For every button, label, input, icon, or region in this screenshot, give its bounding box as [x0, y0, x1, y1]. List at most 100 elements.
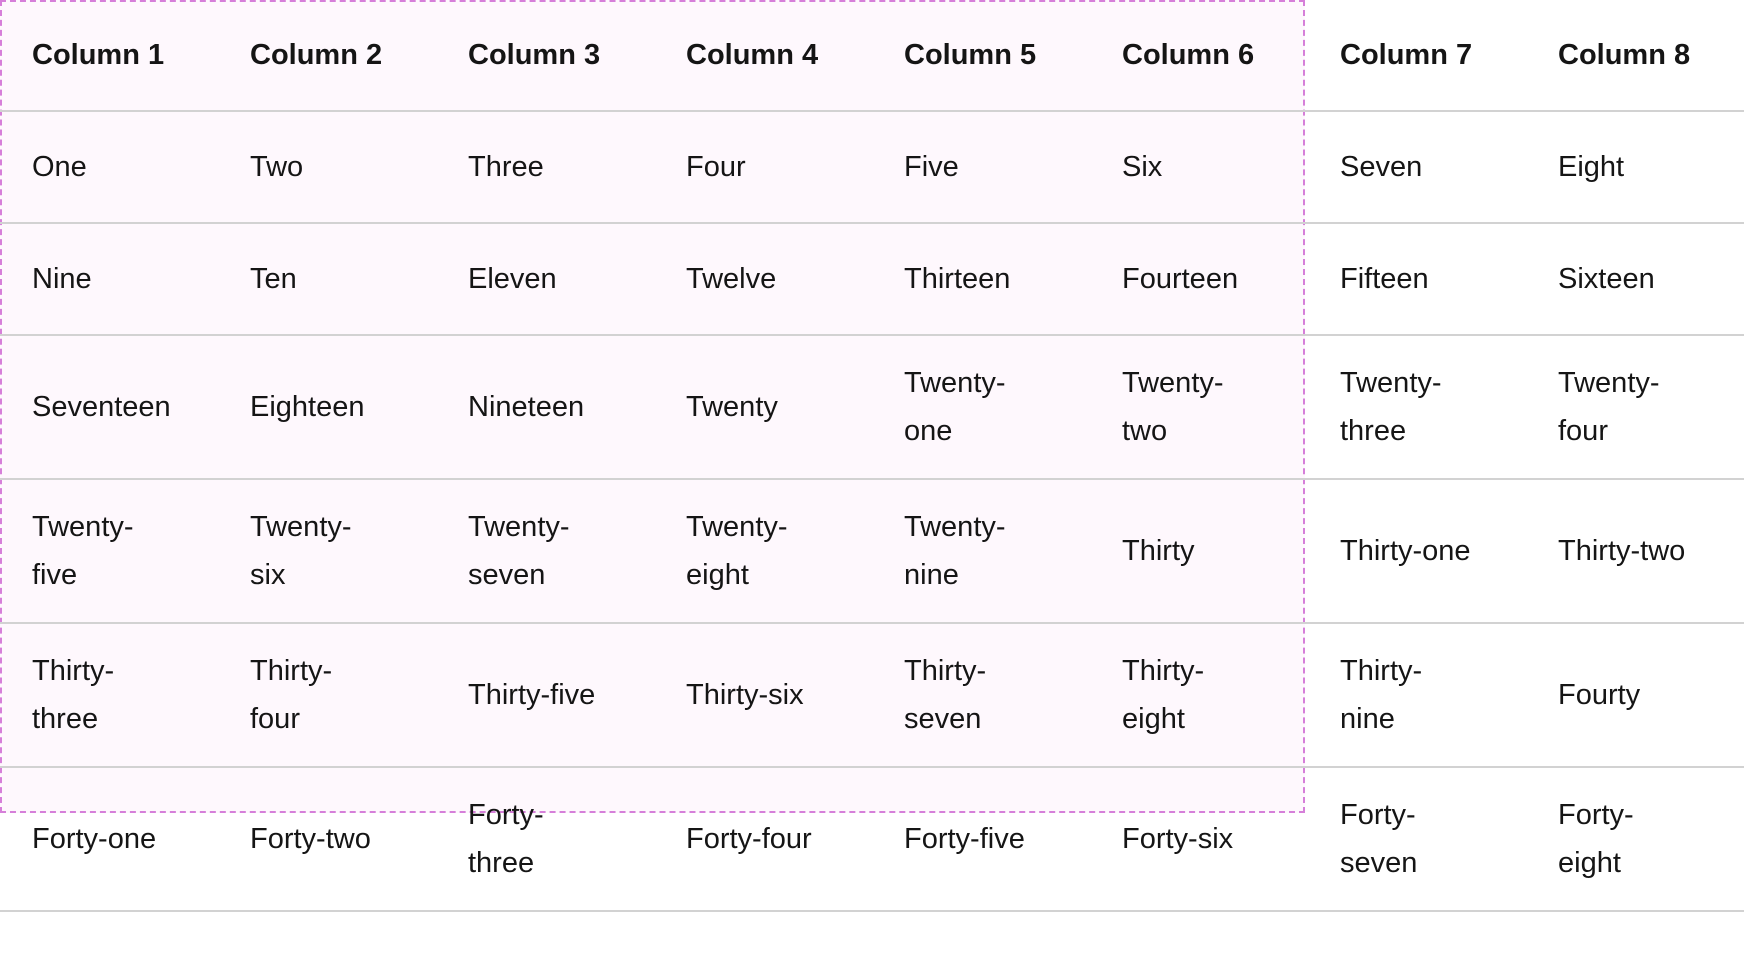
- table-cell: Forty-six: [1090, 767, 1308, 912]
- cell-text: Sixteen: [1558, 263, 1655, 295]
- column-header-7[interactable]: Column 7: [1308, 0, 1526, 112]
- cell-text: Forty-two: [250, 823, 371, 855]
- table-cell: One: [0, 111, 218, 224]
- table-cell: Five: [872, 111, 1090, 224]
- table-cell: Eleven: [436, 223, 654, 336]
- cell-text: Twenty: [686, 391, 778, 423]
- table-cell: Ten: [218, 223, 436, 336]
- table-cell: Eighteen: [218, 335, 436, 480]
- cell-text: Six: [1122, 151, 1163, 183]
- table-cell: Forty-one: [0, 767, 218, 912]
- table-cell: Thirty-one: [1308, 479, 1526, 624]
- column-header-1[interactable]: Column 1: [0, 0, 218, 112]
- column-header-3[interactable]: Column 3: [436, 0, 654, 112]
- table-cell: Thirty-three: [0, 623, 218, 768]
- table-row: Seventeen Eighteen Nineteen Twenty Twenty-on…: [0, 335, 1744, 480]
- table-cell: Twenty-nine: [872, 479, 1090, 624]
- table-cell: Thirty-five: [436, 623, 654, 768]
- table-cell: Thirty-two: [1526, 479, 1744, 624]
- data-table: Column 1 Column 2 Column 3 Column 4 Column 5…: [0, 0, 1744, 912]
- table-row: Forty-one Forty-two Forty-three Forty-four F…: [0, 767, 1744, 912]
- table-cell: Twenty-four: [1526, 335, 1744, 480]
- cell-text: Twenty-eight: [686, 511, 788, 591]
- cell-text: Thirteen: [904, 263, 1011, 295]
- table-cell: Thirty-eight: [1090, 623, 1308, 768]
- cell-text: Ten: [250, 263, 297, 295]
- table-cell: Twenty-one: [872, 335, 1090, 480]
- table-cell: Twelve: [654, 223, 872, 336]
- cell-text: Twenty-seven: [468, 511, 570, 591]
- table-cell: Fourty: [1526, 623, 1744, 768]
- cell-text: Forty-four: [686, 823, 812, 855]
- header-row: Column 1 Column 2 Column 3 Column 4 Column 5…: [0, 0, 1744, 112]
- table-cell: Thirteen: [872, 223, 1090, 336]
- cell-text: Thirty-one: [1340, 535, 1471, 567]
- column-header-8[interactable]: Column 8: [1526, 0, 1744, 112]
- table-row: Twenty-five Twenty-six Twenty-seven Twenty-…: [0, 479, 1744, 624]
- table-cell: Nineteen: [436, 335, 654, 480]
- cell-text: Forty-three: [468, 799, 544, 879]
- cell-text: Thirty-two: [1558, 535, 1686, 567]
- table-cell: Twenty: [654, 335, 872, 480]
- table-row: Thirty-three Thirty-four Thirty-five Thirty…: [0, 623, 1744, 768]
- cell-text: Thirty-nine: [1340, 655, 1423, 735]
- cell-text: Twenty-three: [1340, 367, 1442, 447]
- column-header-2[interactable]: Column 2: [218, 0, 436, 112]
- table-cell: Seven: [1308, 111, 1526, 224]
- table-cell: Seventeen: [0, 335, 218, 480]
- cell-text: Eighteen: [250, 391, 365, 423]
- cell-text: Thirty-six: [686, 679, 804, 711]
- table-row: One Two Three Four Five Six Seven Eight: [0, 111, 1744, 224]
- table-cell: Twenty-seven: [436, 479, 654, 624]
- table-cell: Nine: [0, 223, 218, 336]
- table-cell: Sixteen: [1526, 223, 1744, 336]
- table-row: Nine Ten Eleven Twelve Thirteen Fourteen Fifte…: [0, 223, 1744, 336]
- table-cell: Twenty-six: [218, 479, 436, 624]
- table-cell: Thirty-nine: [1308, 623, 1526, 768]
- cell-text: Twenty-four: [1558, 367, 1660, 447]
- table-cell: Thirty-six: [654, 623, 872, 768]
- cell-text: Twenty-two: [1122, 367, 1224, 447]
- table-cell: Forty-three: [436, 767, 654, 912]
- table-cell: Twenty-five: [0, 479, 218, 624]
- table-cell: Thirty: [1090, 479, 1308, 624]
- table-cell: Twenty-three: [1308, 335, 1526, 480]
- cell-text: Seventeen: [32, 391, 171, 423]
- cell-text: Two: [250, 151, 304, 183]
- table-cell: Forty-eight: [1526, 767, 1744, 912]
- cell-text: Thirty-five: [468, 679, 596, 711]
- cell-text: Forty-six: [1122, 823, 1234, 855]
- column-header-4[interactable]: Column 4: [654, 0, 872, 112]
- cell-text: Twenty-six: [250, 511, 352, 591]
- table-cell: Two: [218, 111, 436, 224]
- table-cell: Fifteen: [1308, 223, 1526, 336]
- cell-text: Forty-five: [904, 823, 1025, 855]
- cell-text: Forty-one: [32, 823, 157, 855]
- cell-text: Three: [468, 151, 544, 183]
- table-cell: Forty-seven: [1308, 767, 1526, 912]
- cell-text: Thirty-four: [250, 655, 333, 735]
- cell-text: Twenty-nine: [904, 511, 1006, 591]
- cell-text: Fifteen: [1340, 263, 1429, 295]
- table-cell: Twenty-two: [1090, 335, 1308, 480]
- table-cell: Four: [654, 111, 872, 224]
- cell-text: Thirty-seven: [904, 655, 987, 735]
- table-cell: Forty-four: [654, 767, 872, 912]
- cell-text: Thirty: [1122, 535, 1195, 567]
- table-cell: Thirty-seven: [872, 623, 1090, 768]
- cell-text: Nineteen: [468, 391, 585, 423]
- cell-text: Forty-seven: [1340, 799, 1418, 879]
- column-header-6[interactable]: Column 6: [1090, 0, 1308, 112]
- cell-text: Five: [904, 151, 959, 183]
- cell-text: Twenty-one: [904, 367, 1006, 447]
- column-header-5[interactable]: Column 5: [872, 0, 1090, 112]
- table-cell: Thirty-four: [218, 623, 436, 768]
- cell-text: Nine: [32, 263, 92, 295]
- cell-text: Twenty-five: [32, 511, 134, 591]
- cell-text: One: [32, 151, 87, 183]
- cell-text: Forty-eight: [1558, 799, 1634, 879]
- cell-text: Thirty-eight: [1122, 655, 1205, 735]
- cell-text: Twelve: [686, 263, 777, 295]
- table-cell: Twenty-eight: [654, 479, 872, 624]
- cell-text: Seven: [1340, 151, 1423, 183]
